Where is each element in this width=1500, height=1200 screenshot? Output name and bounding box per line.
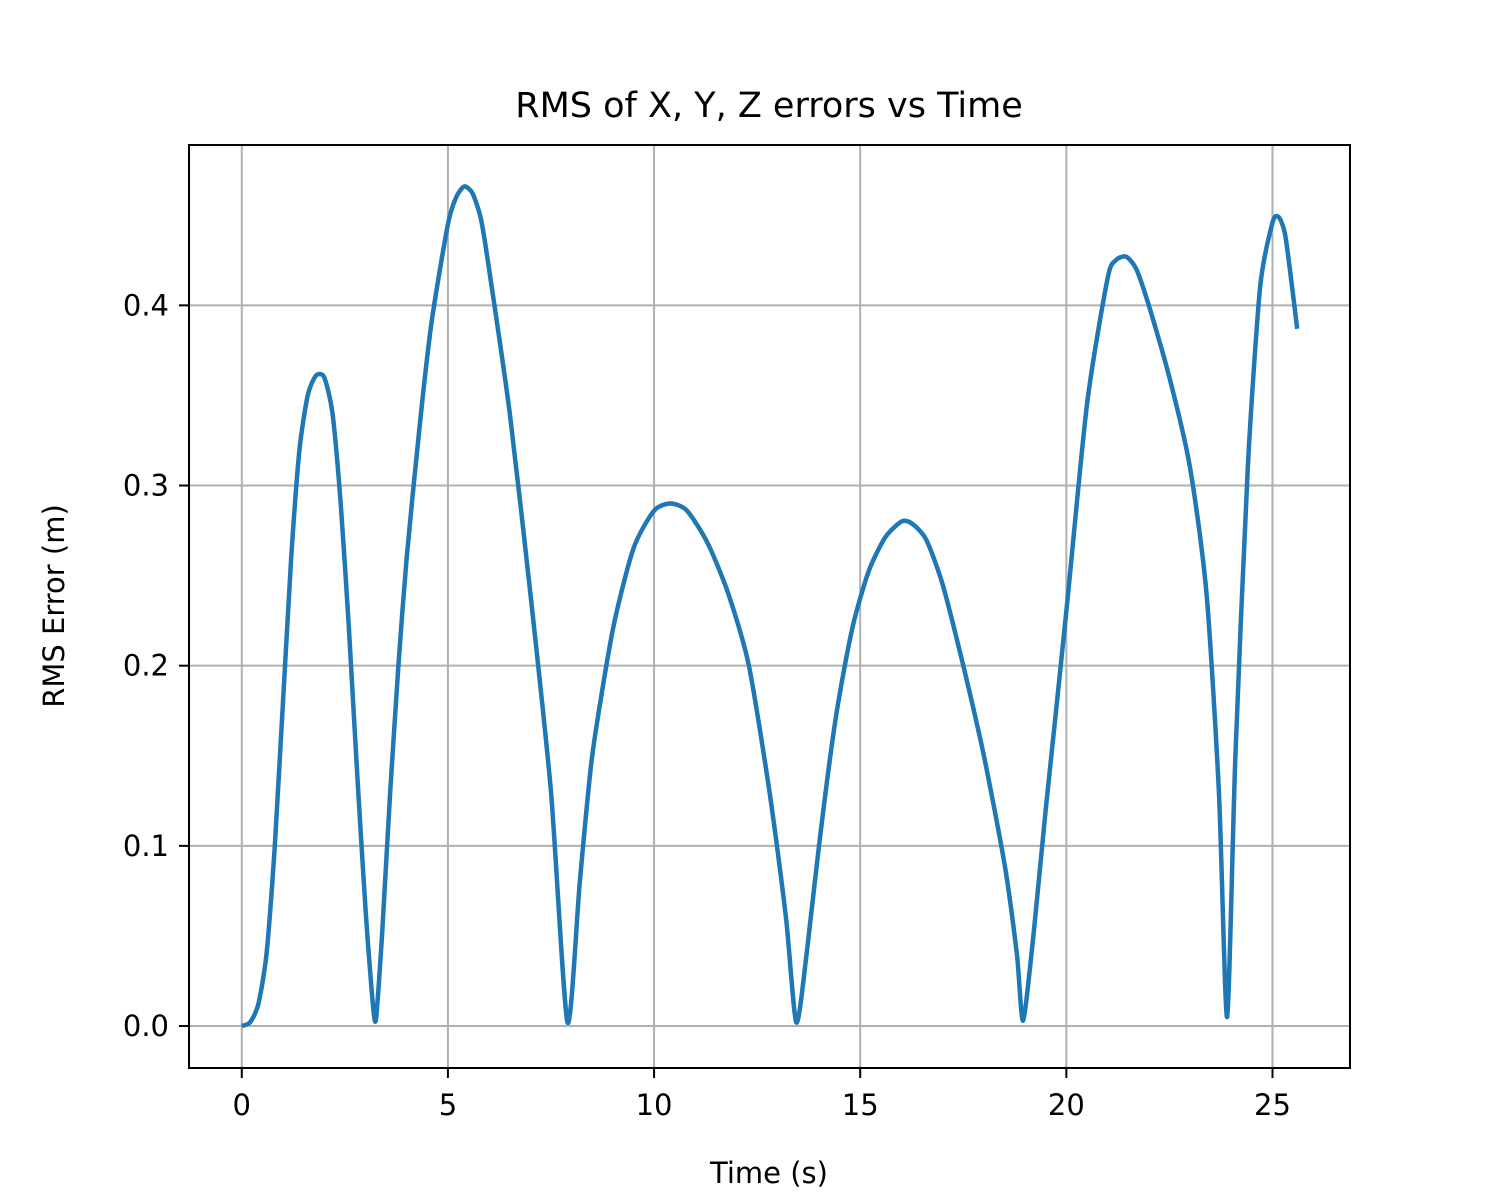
x-tick-label: 5: [439, 1088, 457, 1122]
x-axis: 0 5 10 15 20 25: [233, 1068, 1291, 1122]
x-axis-label: Time (s): [709, 1156, 828, 1190]
x-tick-label: 20: [1048, 1088, 1085, 1122]
y-tick-label: 0.4: [123, 288, 169, 322]
y-axis-label: RMS Error (m): [37, 504, 71, 708]
y-axis: 0.0 0.1 0.2 0.3 0.4: [123, 288, 189, 1043]
y-tick-label: 0.3: [123, 469, 169, 503]
x-tick-label: 10: [636, 1088, 673, 1122]
y-tick-label: 0.2: [123, 649, 169, 683]
series-layer: [240, 184, 1300, 1029]
y-tick-label: 0.0: [123, 1009, 169, 1043]
series-line: [240, 184, 1300, 1029]
x-tick-label: 25: [1254, 1088, 1291, 1122]
x-tick-label: 0: [233, 1088, 251, 1122]
plot-frame: [188, 144, 1351, 1069]
chart-title: RMS of X, Y, Z errors vs Time: [515, 86, 1023, 126]
y-tick-label: 0.1: [123, 829, 169, 863]
x-tick-label: 15: [842, 1088, 879, 1122]
